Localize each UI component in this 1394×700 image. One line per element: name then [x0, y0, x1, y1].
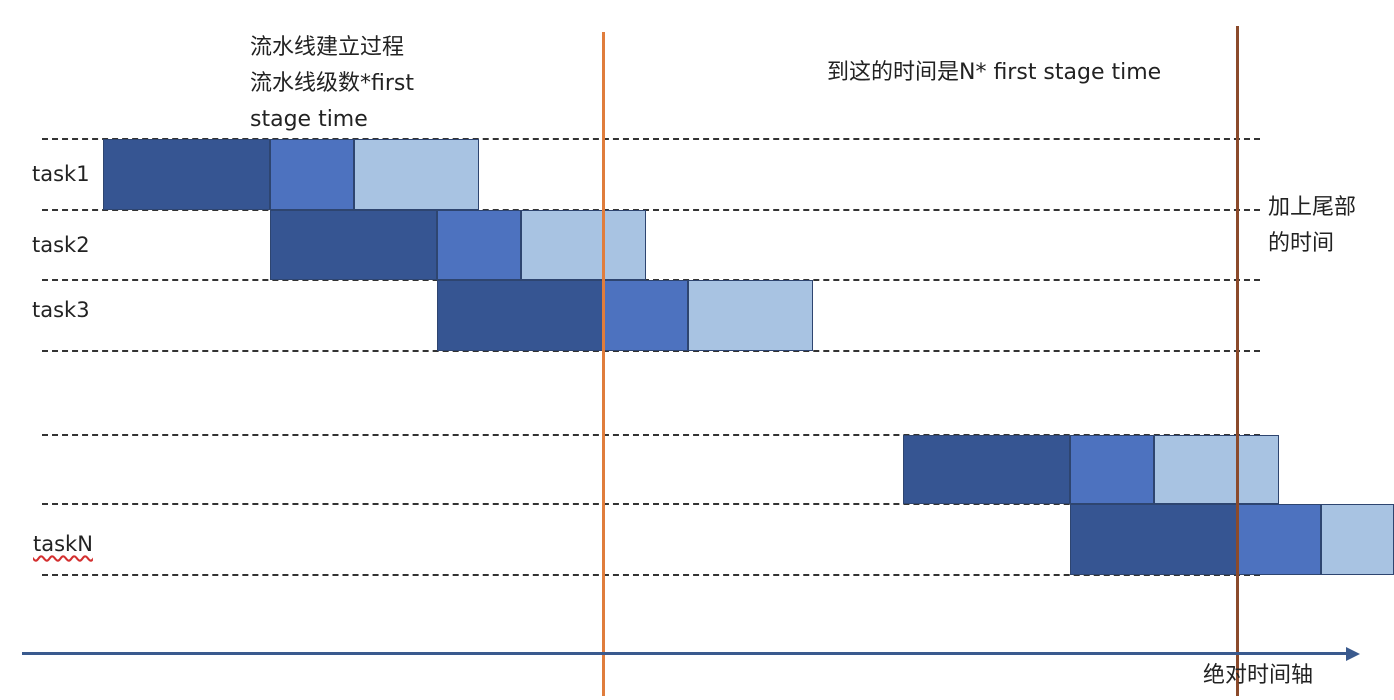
row-divider [42, 138, 1260, 140]
time-axis [22, 652, 1348, 655]
first-stage-end-marker-line [1236, 26, 1239, 696]
setup-end-marker-line [602, 32, 605, 696]
taskn-1-stage3-block [1154, 435, 1279, 504]
tail-line-1: 加上尾部 [1268, 195, 1357, 220]
task2-stage3-block [521, 210, 646, 280]
row-divider [42, 503, 1260, 505]
taskn-stage2-block [1237, 504, 1321, 575]
task-label-n: taskN [33, 532, 93, 556]
task2-stage2-block [437, 210, 521, 280]
task1-stage1-block [103, 139, 270, 210]
setup-line-2: 流水线级数*first [250, 71, 414, 96]
taskn-1-stage2-block [1070, 435, 1154, 504]
task1-stage2-block [270, 139, 354, 210]
taskn-stage3-block [1321, 504, 1394, 575]
tail-annotation: 加上尾部 的时间 [1268, 190, 1356, 262]
taskn-stage1-block [1070, 504, 1237, 575]
task1-stage3-block [354, 139, 479, 210]
time-axis-arrow-icon [1346, 647, 1360, 661]
task3-stage3-block [688, 280, 813, 351]
row-divider [42, 209, 1260, 211]
task2-stage1-block [270, 210, 437, 280]
setup-line-1: 流水线建立过程 [250, 35, 405, 60]
tail-line-2: 的时间 [1268, 231, 1335, 256]
row-divider [42, 350, 1260, 352]
row-divider [42, 574, 1260, 576]
arrival-annotation: 到这的时间是N* first stage time [827, 60, 1162, 85]
task-label-1: task1 [32, 162, 90, 186]
setup-line-3: stage time [250, 107, 368, 132]
task-label-2: task2 [32, 233, 90, 257]
taskn-1-stage1-block [903, 435, 1070, 504]
task3-stage2-block [604, 280, 688, 351]
row-divider [42, 434, 1260, 436]
task-label-3: task3 [32, 298, 90, 322]
time-axis-label: 绝对时间轴 [1203, 663, 1314, 688]
setup-annotation: 流水线建立过程 流水线级数*first stage time [250, 30, 414, 138]
task3-stage1-block [437, 280, 604, 351]
